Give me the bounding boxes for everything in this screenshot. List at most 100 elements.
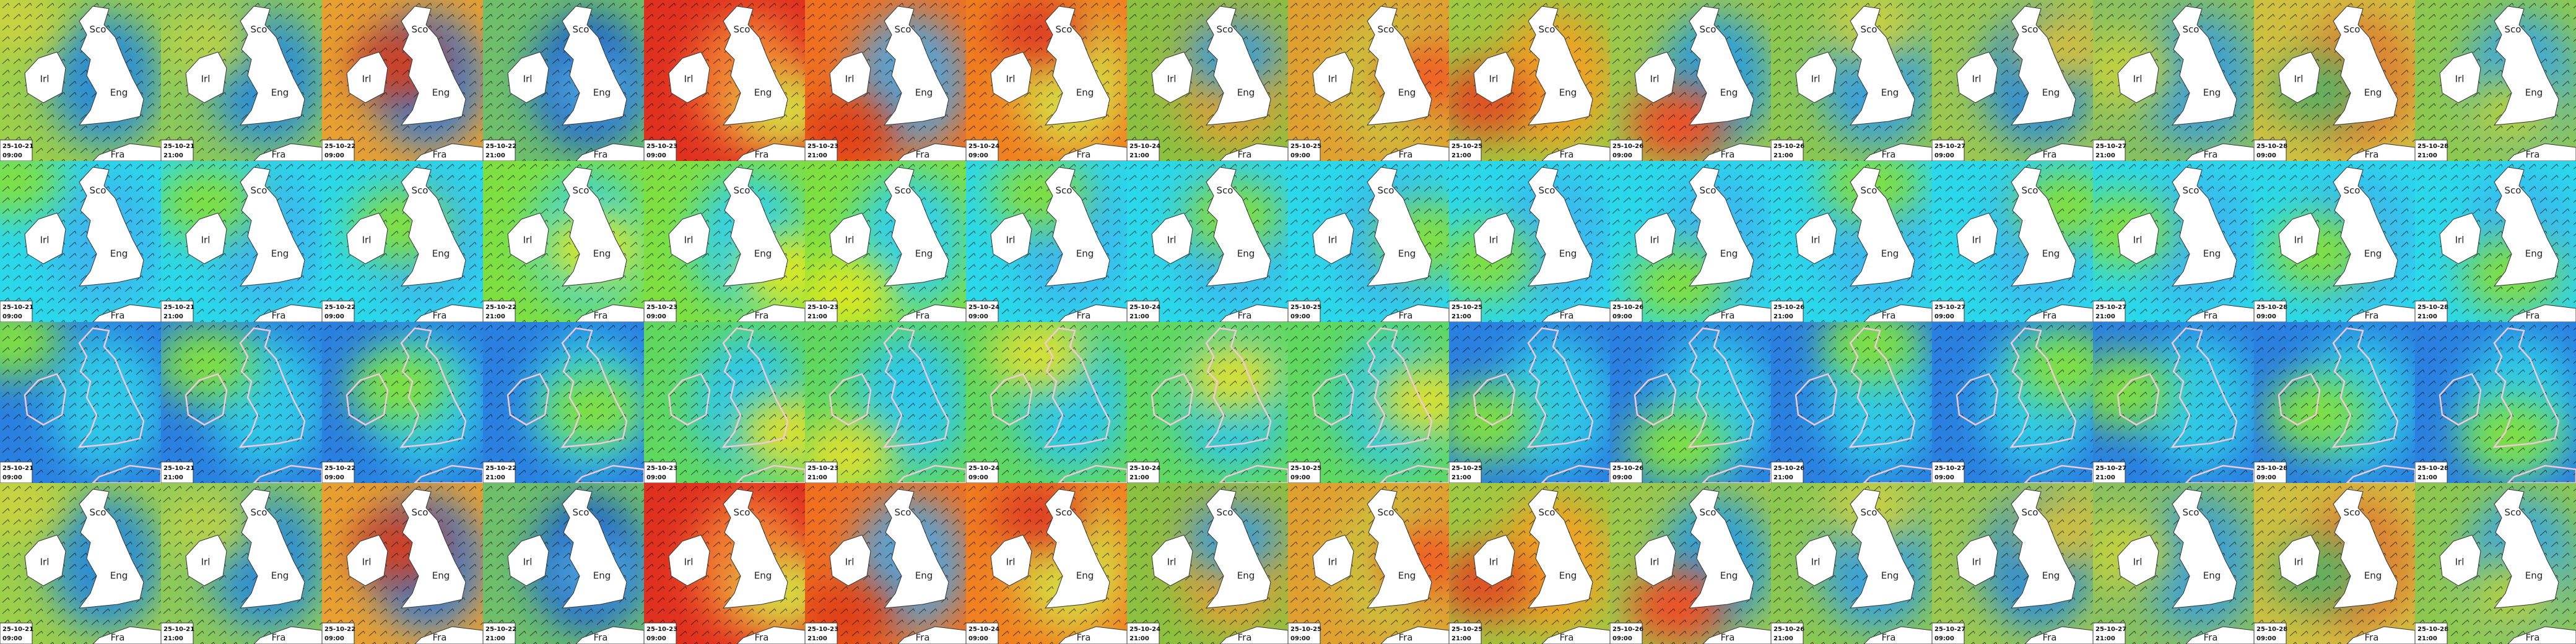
timestamp-box	[2415, 622, 2448, 644]
coastline	[2170, 327, 2238, 448]
land	[575, 304, 644, 322]
land	[24, 51, 66, 103]
wind-barbs	[1288, 161, 1449, 322]
timestamp-time: 21:00	[1451, 474, 1471, 481]
map-tile: Sco Irl Eng Fra 25-10-22 09:00	[322, 161, 483, 322]
coastline	[1541, 464, 1610, 483]
timestamp-box	[483, 461, 516, 483]
timestamp-time: 09:00	[646, 152, 666, 159]
wind-barbs	[1771, 483, 1932, 644]
land	[2024, 304, 2093, 322]
land	[1473, 212, 1515, 264]
label-scotland: Sco	[2022, 185, 2039, 196]
tile-content: Sco Irl Eng Fra 25-10-22 21:00	[483, 0, 644, 161]
tile-content: Sco Irl Eng Fra 25-10-28 21:00	[2415, 483, 2576, 644]
timestamp-box	[2415, 300, 2448, 322]
tile-content: Sco Irl Eng Fra 25-10-22 09:00	[322, 0, 483, 161]
label-france: Fra	[1721, 310, 1735, 321]
tile-content: Sco Irl Eng Fra 25-10-21 09:00	[0, 161, 161, 322]
timestamp-date: 25-10-28	[2417, 626, 2448, 633]
label-scotland: Sco	[2344, 24, 2361, 35]
wind-barbs	[322, 483, 483, 644]
label-england: Eng	[110, 248, 128, 259]
map-tile: Sco Irl Eng Fra 25-10-24 21:00	[1127, 0, 1288, 161]
land	[1380, 626, 1449, 644]
tile-content: 25-10-22 21:00	[483, 322, 644, 483]
timestamp-box	[805, 461, 838, 483]
land	[990, 534, 1032, 586]
land	[1688, 167, 1754, 287]
land	[78, 167, 144, 287]
map-tile: Sco Irl Eng Fra 25-10-26 09:00	[1610, 161, 1771, 322]
timestamp-box	[805, 139, 838, 161]
land	[1688, 489, 1754, 609]
wind-barbs	[0, 161, 161, 322]
timestamp-date: 25-10-28	[2256, 304, 2287, 311]
label-ireland: Irl	[362, 557, 372, 568]
label-scotland: Sco	[251, 185, 268, 196]
timestamp-box	[161, 300, 194, 322]
tile-content: 25-10-25 21:00	[1449, 322, 1610, 483]
land	[1849, 489, 1915, 609]
label-france: Fra	[272, 310, 286, 321]
label-england: Eng	[2364, 248, 2382, 259]
timestamp-box	[966, 300, 999, 322]
land	[897, 626, 966, 644]
label-ireland: Irl	[1972, 235, 1982, 246]
land	[2024, 143, 2093, 161]
map-tile: Sco Irl Eng Fra 25-10-21 09:00	[0, 483, 161, 644]
timestamp-time: 09:00	[2256, 152, 2276, 159]
timestamp-box	[1771, 461, 1804, 483]
label-ireland: Irl	[2455, 557, 2465, 568]
tile-content: Sco Irl Eng Fra 25-10-27 09:00	[1932, 161, 2093, 322]
label-england: Eng	[1076, 248, 1094, 259]
coastline	[1312, 373, 1355, 426]
label-ireland: Irl	[2455, 235, 2465, 246]
timestamp-date: 25-10-22	[324, 626, 355, 633]
tile-content: 25-10-21 09:00	[0, 322, 161, 483]
timestamp-time: 09:00	[968, 152, 988, 159]
coastline	[92, 464, 161, 483]
land	[1634, 212, 1676, 264]
label-england: Eng	[593, 87, 611, 98]
label-france: Fra	[272, 149, 286, 160]
map-tile: Sco Irl Eng Fra 25-10-22 09:00	[322, 0, 483, 161]
coastline	[668, 373, 711, 426]
land	[2278, 51, 2320, 103]
label-england: Eng	[1398, 248, 1416, 259]
tile-content: Sco Irl Eng Fra 25-10-24 09:00	[966, 0, 1127, 161]
land	[897, 304, 966, 322]
timestamp-time: 09:00	[2256, 474, 2276, 481]
coastline	[1687, 327, 1755, 448]
label-scotland: Sco	[734, 507, 751, 518]
land	[2185, 143, 2254, 161]
land	[253, 304, 322, 322]
tile-content: Sco Irl Eng Fra 25-10-23 21:00	[805, 0, 966, 161]
wind-barbs	[2254, 0, 2415, 161]
timestamp-date: 25-10-23	[807, 465, 838, 472]
label-ireland: Irl	[1006, 557, 1016, 568]
coastline	[1058, 464, 1127, 483]
label-ireland: Irl	[40, 557, 50, 568]
wind-barbs	[2415, 483, 2576, 644]
timestamp-box	[161, 139, 194, 161]
label-england: Eng	[1237, 570, 1255, 581]
land	[1702, 626, 1771, 644]
land	[414, 304, 483, 322]
timestamp-date: 25-10-21	[2, 304, 33, 311]
tile-content: 25-10-27 09:00	[1932, 322, 2093, 483]
map-tile: Sco Irl Eng Fra 25-10-26 21:00	[1771, 483, 1932, 644]
land	[883, 6, 949, 126]
wind-barbs	[161, 161, 322, 322]
tile-content: Sco Irl Eng Fra 25-10-26 21:00	[1771, 161, 1932, 322]
coastline	[1526, 327, 1594, 448]
label-france: Fra	[111, 632, 125, 643]
map-tile: 25-10-21 09:00	[0, 322, 161, 483]
label-france: Fra	[1399, 632, 1413, 643]
land	[1702, 143, 1771, 161]
tile-content: 25-10-26 21:00	[1771, 322, 1932, 483]
coastline	[1473, 373, 1516, 426]
timestamp-time: 09:00	[646, 313, 666, 320]
timestamp-date: 25-10-27	[2095, 143, 2126, 150]
label-england: Eng	[432, 248, 450, 259]
